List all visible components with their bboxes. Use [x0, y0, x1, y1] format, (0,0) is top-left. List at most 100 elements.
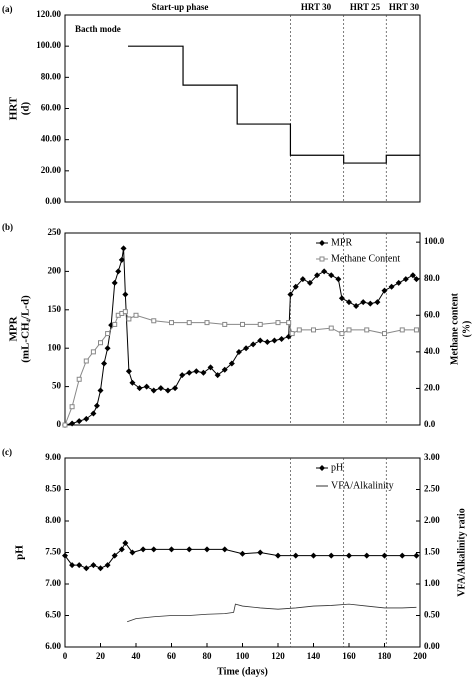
- data-point: [289, 331, 295, 337]
- data-point: [353, 302, 360, 309]
- data-point: [243, 345, 250, 352]
- y2-tick-label: 0.50: [424, 610, 440, 620]
- x-tick-label: 100: [236, 651, 250, 661]
- data-point: [115, 268, 122, 275]
- data-point: [306, 279, 313, 286]
- data-point: [310, 552, 317, 559]
- data-point: [168, 546, 175, 553]
- y-axis-label: (mL-CH₄/L-d): [20, 295, 32, 363]
- data-point: [118, 256, 125, 263]
- data-point: [257, 321, 263, 327]
- annotation: Start-up phase: [152, 2, 209, 12]
- data-point: [76, 418, 83, 425]
- data-point: [90, 562, 97, 569]
- y2-tick-label: 0.0: [424, 419, 436, 429]
- data-point: [321, 268, 328, 275]
- data-point: [346, 552, 352, 559]
- data-point: [62, 552, 68, 559]
- y-axis-label: HRT: [8, 96, 20, 120]
- y2-tick-label: 40.0: [424, 346, 440, 356]
- data-point: [62, 422, 68, 428]
- data-point: [83, 565, 90, 572]
- y-tick-label: 150: [48, 304, 62, 314]
- data-point: [287, 291, 294, 298]
- y-tick-label: 100.00: [36, 40, 61, 50]
- data-point: [240, 321, 245, 327]
- y-tick-label: 8.00: [45, 515, 61, 525]
- data-point: [143, 383, 150, 390]
- data-point: [363, 552, 370, 559]
- series-line: [64, 542, 417, 569]
- data-point: [157, 385, 164, 392]
- data-point: [399, 552, 406, 559]
- data-point: [125, 368, 132, 375]
- data-point: [214, 372, 221, 379]
- x-tick-label: 20: [96, 651, 106, 661]
- data-point: [193, 368, 200, 375]
- data-point: [286, 320, 292, 326]
- data-point: [129, 379, 136, 386]
- data-point: [104, 562, 111, 569]
- legend-label: Methane Content: [331, 253, 400, 264]
- data-point: [250, 341, 257, 348]
- y-tick-label: 60.00: [41, 103, 62, 113]
- data-point: [151, 318, 157, 324]
- data-point: [140, 546, 147, 553]
- panel-label: (a): [2, 4, 13, 14]
- x-tick-label: 40: [132, 651, 142, 661]
- data-point: [101, 360, 108, 367]
- y2-tick-label: 3.00: [424, 452, 440, 462]
- y-tick-label: 250: [48, 227, 62, 237]
- data-point: [118, 546, 125, 553]
- data-point: [120, 245, 127, 252]
- data-point: [239, 550, 246, 557]
- data-point: [338, 295, 345, 302]
- y-tick-label: 0: [57, 419, 62, 429]
- y2-axis-label: Methane content: [449, 292, 460, 365]
- data-point: [111, 552, 118, 559]
- x-tick-label: 60: [167, 651, 177, 661]
- y2-tick-label: 0.00: [424, 641, 440, 651]
- legend-label: MPR: [331, 237, 352, 248]
- y-axis-label: pH: [14, 545, 26, 560]
- data-point: [122, 540, 129, 547]
- data-point: [90, 349, 96, 355]
- data-point: [292, 283, 299, 290]
- data-point: [367, 300, 374, 307]
- data-point: [172, 385, 179, 392]
- data-point: [257, 337, 264, 344]
- data-point: [122, 309, 128, 315]
- y2-tick-label: 1.00: [424, 578, 440, 588]
- y-axis-label: MPR: [8, 315, 20, 341]
- series-line: [64, 310, 417, 426]
- y2-tick-label: 60.0: [424, 309, 440, 319]
- panel-label: (b): [2, 222, 13, 232]
- y-tick-label: 200: [48, 265, 62, 275]
- series-line: [126, 603, 417, 623]
- data-point: [228, 360, 235, 367]
- data-point: [83, 415, 90, 422]
- y-tick-label: 7.50: [45, 547, 61, 557]
- data-point: [346, 327, 352, 333]
- data-point: [150, 387, 157, 394]
- data-point: [200, 369, 207, 376]
- data-point: [275, 552, 281, 559]
- data-point: [374, 299, 381, 306]
- panel-label: (c): [2, 447, 12, 457]
- plot-frame: [64, 232, 421, 426]
- y-tick-label: 6.50: [45, 610, 61, 620]
- x-axis-label: Time (days): [217, 666, 268, 677]
- data-point: [164, 387, 171, 394]
- data-point: [221, 366, 228, 373]
- data-point: [204, 546, 210, 553]
- plot-frame: [64, 14, 421, 203]
- data-point: [186, 546, 193, 553]
- data-point: [104, 345, 111, 352]
- y2-tick-label: 80.0: [424, 273, 440, 283]
- data-point: [76, 562, 83, 569]
- legend-marker: [319, 240, 325, 246]
- data-point: [292, 552, 299, 559]
- y-tick-label: 120.00: [36, 9, 61, 19]
- data-point: [222, 321, 228, 327]
